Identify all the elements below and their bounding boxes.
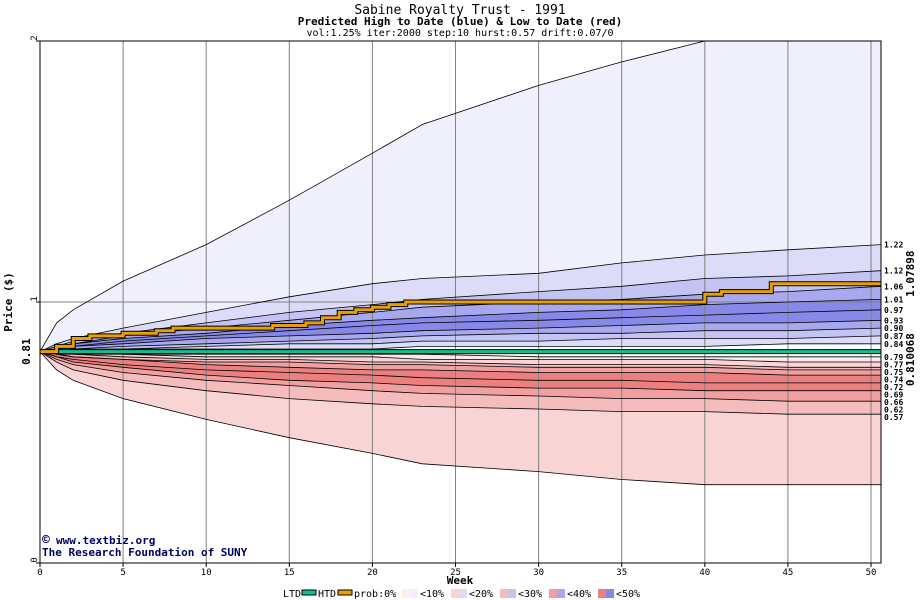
upper-band-4 xyxy=(40,299,881,352)
right-level-label: 0.93 xyxy=(884,316,903,325)
x-tick-label-30: 30 xyxy=(533,568,544,578)
series-lines xyxy=(40,281,881,355)
legend-item-label-2: <30% xyxy=(518,589,542,600)
lower-band-2 xyxy=(40,351,881,370)
lower-band-7 xyxy=(40,351,881,415)
legend-htd-label: HTD xyxy=(318,589,336,600)
right-level-label: 0.75 xyxy=(884,368,903,377)
x-tick-label-0: 0 xyxy=(37,568,42,578)
legend-swatch-low-3 xyxy=(549,589,557,598)
legend-ltd-swatch xyxy=(301,589,317,596)
x-tick-label-10: 10 xyxy=(201,568,212,578)
lower-band-4 xyxy=(40,351,881,383)
x-tick-label-25: 25 xyxy=(450,568,461,578)
legend-swatch-high-1 xyxy=(459,589,467,598)
legend-item-label-4: <50% xyxy=(616,589,640,600)
copyright-symbol: © xyxy=(42,533,50,548)
right-level-label: 0.79 xyxy=(884,353,903,362)
upper-band-0 xyxy=(40,41,881,352)
upper-band-1 xyxy=(40,244,881,352)
chart-title: Sabine Royalty Trust - 1991 xyxy=(354,3,565,18)
x-tick-label-40: 40 xyxy=(699,568,710,578)
lower-level-4 xyxy=(39,351,881,376)
legend-swatch-high-4 xyxy=(606,589,614,598)
legend-items: <10% <20% <30% <40% <50% xyxy=(402,589,640,600)
right-level-label: 0.69 xyxy=(884,390,903,399)
legend-swatch-low-0 xyxy=(402,589,410,598)
legend-swatch-low-2 xyxy=(500,589,508,598)
ltd-final-label: 0.810068 xyxy=(904,333,917,386)
right-level-label: 0.97 xyxy=(884,306,903,315)
legend-item-label-1: <20% xyxy=(469,589,493,600)
upper-band-6 xyxy=(40,320,881,352)
start-price-label: 0.81 xyxy=(20,338,33,365)
legend-swatch-low-4 xyxy=(598,589,606,598)
legend-item-label-3: <40% xyxy=(567,589,591,600)
probability-bands xyxy=(40,41,881,485)
lower-band-6 xyxy=(40,351,881,402)
lower-level-9 xyxy=(39,351,881,486)
lower-level-6 xyxy=(39,351,881,392)
y-axis-ticks: 0 1 2 xyxy=(30,35,40,564)
lower-level-2 xyxy=(39,351,881,368)
x-tick-label-15: 15 xyxy=(284,568,295,578)
right-level-label: 1.12 xyxy=(884,267,903,276)
credit-org: The Research Foundation of SUNY xyxy=(42,546,248,559)
legend-swatch-low-1 xyxy=(451,589,459,598)
credits: © www.textbiz.org The Research Foundatio… xyxy=(42,533,248,559)
lower-level-7 xyxy=(39,351,881,402)
credit-site: www.textbiz.org xyxy=(56,534,155,547)
right-level-label: 0.62 xyxy=(884,405,903,414)
x-tick-label-5: 5 xyxy=(120,568,125,578)
legend: LTD HTD prob:0% <10% <20% <30% <40% <50% xyxy=(283,589,640,600)
chart-subtitle: Predicted High to Date (blue) & Low to D… xyxy=(298,15,623,28)
y-tick-label-0: 0 xyxy=(30,557,40,562)
htd-final-label: 1.07898 xyxy=(904,251,917,297)
x-tick-label-35: 35 xyxy=(616,568,627,578)
lower-band-3 xyxy=(40,351,881,376)
right-level-label: 0.84 xyxy=(884,340,903,349)
right-level-label: 1.22 xyxy=(884,241,903,250)
legend-htd-swatch xyxy=(337,589,353,596)
right-level-label: 0.57 xyxy=(884,413,903,422)
legend-prob-label: prob:0% xyxy=(354,589,396,600)
x-tick-label-45: 45 xyxy=(783,568,794,578)
right-level-label: 0.77 xyxy=(884,360,903,369)
legend-swatch-high-0 xyxy=(410,589,418,598)
legend-ltd-label: LTD xyxy=(283,589,301,600)
right-level-labels: 1.22 1.12 1.06 1.01 0.970.930.900.870.84 0.79… xyxy=(884,241,903,422)
lower-level-8 xyxy=(39,351,881,415)
y-tick-label-2: 2 xyxy=(30,35,40,40)
legend-item-label-0: <10% xyxy=(420,589,444,600)
right-level-label: 0.66 xyxy=(884,398,903,407)
y-axis-title: Price ($) xyxy=(2,272,15,332)
right-level-label: 0.72 xyxy=(884,383,903,392)
y-tick-label-1: 1 xyxy=(30,296,40,301)
x-axis-title: Week xyxy=(447,574,474,587)
right-level-label: 0.90 xyxy=(884,324,903,333)
upper-level-8 xyxy=(40,335,882,353)
x-tick-label-20: 20 xyxy=(367,568,378,578)
lower-level-5 xyxy=(39,351,881,384)
legend-swatch-high-3 xyxy=(557,589,565,598)
chart-params: vol:1.25% iter:2000 step:10 hurst:0.57 d… xyxy=(306,28,613,39)
upper-band-5 xyxy=(40,309,881,352)
lower-band-8 xyxy=(40,351,881,485)
x-axis-ticks: 0 5 10 15 20 25 30 35 40 45 50 xyxy=(37,563,876,578)
right-level-label: 1.01 xyxy=(884,295,903,304)
htd-line xyxy=(40,282,881,354)
right-level-label: 0.74 xyxy=(884,375,903,384)
lower-band-5 xyxy=(40,351,881,391)
x-tick-label-50: 50 xyxy=(866,568,877,578)
upper-band-2 xyxy=(40,270,881,352)
upper-band-7 xyxy=(40,328,881,352)
right-level-label: 0.87 xyxy=(884,332,903,341)
upper-band-8 xyxy=(40,335,881,352)
right-level-label: 1.06 xyxy=(884,282,903,291)
legend-swatch-high-2 xyxy=(508,589,516,598)
